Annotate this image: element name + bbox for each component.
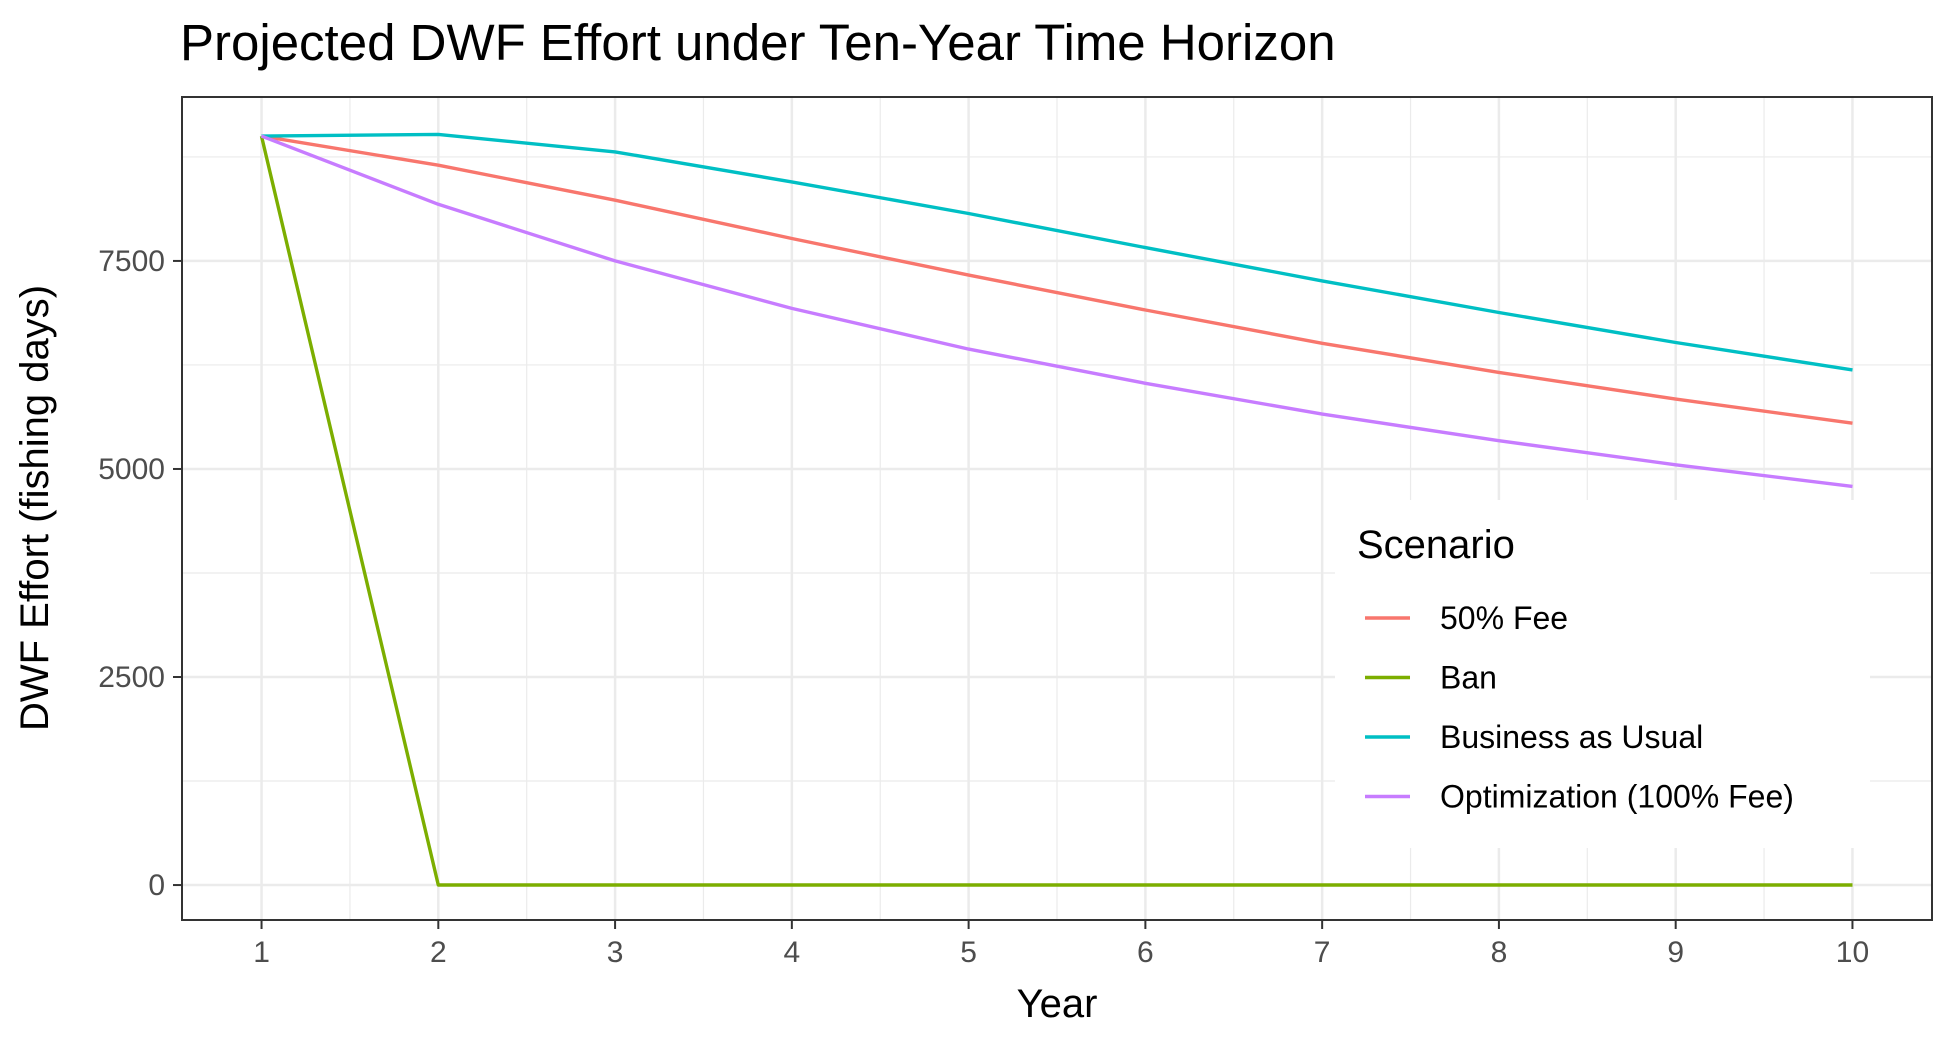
x-tick-label: 10 — [1836, 936, 1869, 969]
x-tick-label: 1 — [253, 936, 270, 969]
legend: Scenario 50% Fee Ban Business as Usual Optim… — [1335, 500, 1870, 848]
y-axis-title: DWF Effort (fishing days) — [13, 285, 57, 731]
y-tick-label: 5000 — [98, 453, 165, 486]
y-tick-label: 0 — [148, 869, 165, 902]
y-tick-label: 7500 — [98, 245, 165, 278]
legend-label: Optimization (100% Fee) — [1440, 779, 1794, 815]
series-line-optimization-100-fee — [260, 134, 1853, 489]
x-axis-title: Year — [1017, 982, 1098, 1026]
series-line-50-fee — [261, 134, 1853, 425]
chart-title: Projected DWF Effort under Ten-Year Time… — [180, 14, 1336, 71]
x-tick-label: 4 — [784, 936, 801, 969]
x-axis-ticks: 1 2 3 4 5 6 7 8 9 10 — [253, 920, 1869, 969]
legend-background — [1335, 500, 1870, 848]
x-tick-label: 7 — [1314, 936, 1331, 969]
x-tick-label: 3 — [607, 936, 624, 969]
plot-border — [181, 96, 1933, 921]
x-tick-label: 8 — [1491, 936, 1508, 969]
legend-label: Ban — [1440, 660, 1497, 696]
legend-label: 50% Fee — [1440, 600, 1568, 636]
y-tick-label: 2500 — [98, 661, 165, 694]
y-axis-ticks: 0 2500 5000 7500 — [98, 245, 182, 902]
legend-title: Scenario — [1357, 523, 1515, 567]
series-line-business-as-usual — [261, 132, 1853, 372]
x-tick-label: 2 — [430, 936, 447, 969]
x-tick-label: 9 — [1667, 936, 1684, 969]
legend-label: Business as Usual — [1440, 719, 1703, 755]
x-tick-label: 5 — [960, 936, 977, 969]
data-series — [259, 132, 1853, 887]
series-line-ban — [259, 135, 1853, 887]
x-tick-label: 6 — [1137, 936, 1154, 969]
